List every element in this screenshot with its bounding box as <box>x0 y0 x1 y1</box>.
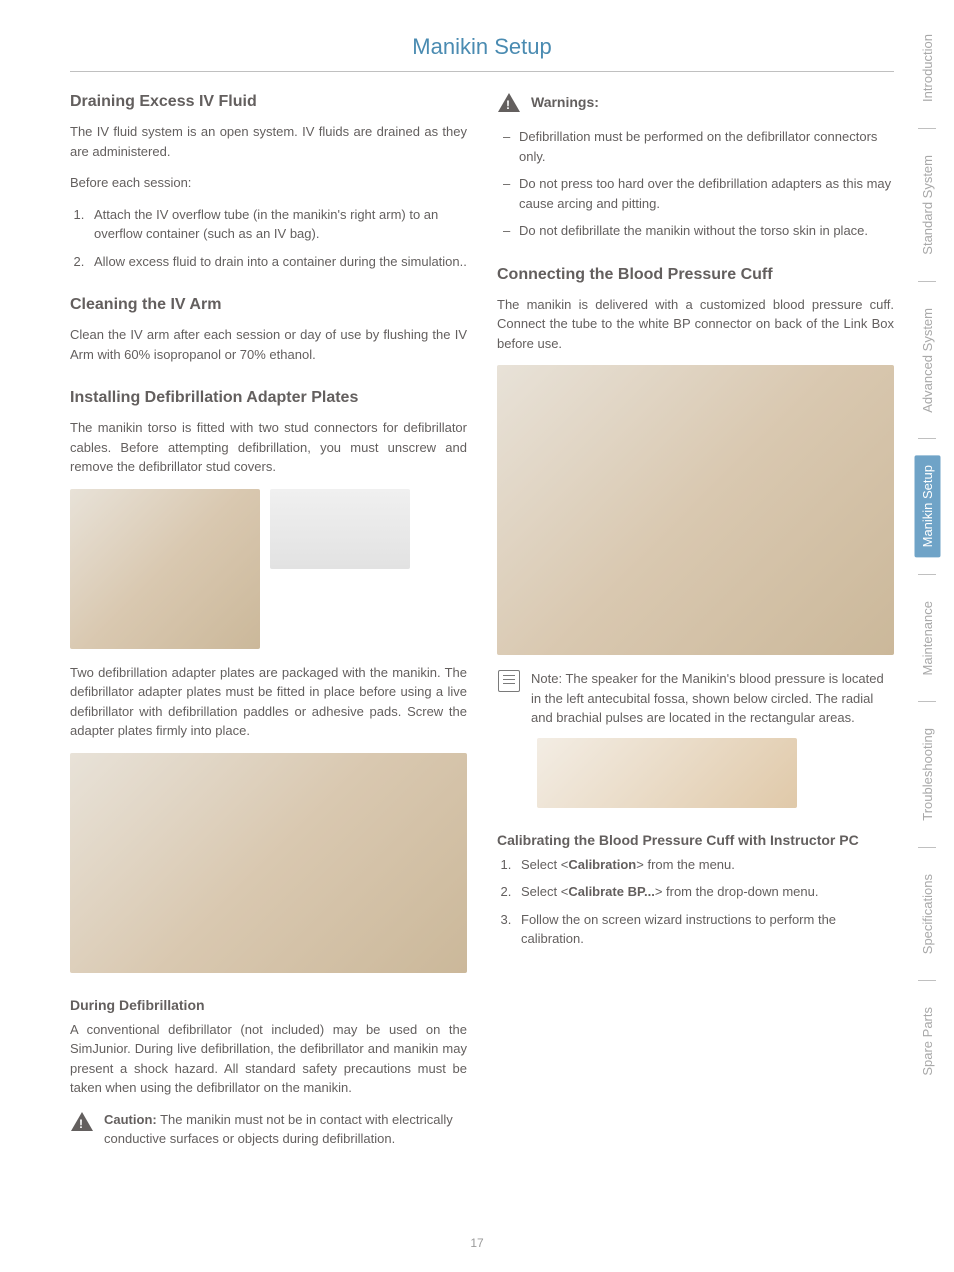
image-adapter-plates <box>270 489 410 569</box>
tab-separator <box>918 701 936 702</box>
heading-installing: Installing Defibrillation Adapter Plates <box>70 386 467 410</box>
tab-specifications[interactable]: Specifications <box>915 864 941 964</box>
tab-separator <box>918 438 936 439</box>
list-item: Do not press too hard over the defibrill… <box>497 174 894 213</box>
heading-calibrating: Calibrating the Blood Pressure Cuff with… <box>497 830 894 851</box>
tab-troubleshooting[interactable]: Troubleshooting <box>915 718 941 831</box>
warnings-list: Defibrillation must be performed on the … <box>497 127 894 241</box>
page-title: Manikin Setup <box>70 30 894 72</box>
list-item: Attach the IV overflow tube (in the mani… <box>88 205 467 244</box>
left-column: Draining Excess IV Fluid The IV fluid sy… <box>70 90 467 1171</box>
image-torso-plates-installed <box>70 753 467 973</box>
image-arm-pulses <box>537 738 797 808</box>
list-item: Do not defibrillate the manikin without … <box>497 221 894 241</box>
list-item: Select <Calibration> from the menu. <box>515 855 894 875</box>
warnings-heading-row: Warnings: <box>497 90 894 117</box>
side-nav-tabs: Introduction Standard System Advanced Sy… <box>915 24 941 1086</box>
page-number: 17 <box>0 1234 954 1252</box>
list-item: Allow excess fluid to drain into a conta… <box>88 252 467 272</box>
heading-draining: Draining Excess IV Fluid <box>70 90 467 114</box>
body-text: Before each session: <box>70 173 467 193</box>
heading-during-defib: During Defibrillation <box>70 995 467 1016</box>
ordered-list: Attach the IV overflow tube (in the mani… <box>70 205 467 272</box>
body-text: A conventional defibrillator (not includ… <box>70 1020 467 1098</box>
caution-text: Caution: The manikin must not be in cont… <box>104 1110 467 1149</box>
tab-introduction[interactable]: Introduction <box>915 24 941 112</box>
note-text: Note: The speaker for the Manikin's bloo… <box>531 669 894 728</box>
tab-separator <box>918 281 936 282</box>
body-text: The manikin is delivered with a customiz… <box>497 295 894 354</box>
list-item: Defibrillation must be performed on the … <box>497 127 894 166</box>
image-torso-studs <box>70 489 260 649</box>
heading-cleaning: Cleaning the IV Arm <box>70 293 467 317</box>
right-column: Warnings: Defibrillation must be perform… <box>497 90 894 1171</box>
list-item: Select <Calibrate BP...> from the drop-d… <box>515 882 894 902</box>
heading-warnings: Warnings: <box>531 92 599 113</box>
body-text: The manikin torso is fitted with two stu… <box>70 418 467 477</box>
tab-manikin-setup[interactable]: Manikin Setup <box>915 455 941 557</box>
heading-connecting-bp: Connecting the Blood Pressure Cuff <box>497 263 894 287</box>
body-text: Two defibrillation adapter plates are pa… <box>70 663 467 741</box>
body-text: The IV fluid system is an open system. I… <box>70 122 467 161</box>
tab-separator <box>918 847 936 848</box>
note-block: Note: The speaker for the Manikin's bloo… <box>497 669 894 728</box>
tab-maintenance[interactable]: Maintenance <box>915 591 941 685</box>
body-text: Clean the IV arm after each session or d… <box>70 325 467 364</box>
tab-separator <box>918 574 936 575</box>
caution-block: Caution: The manikin must not be in cont… <box>70 1110 467 1149</box>
warning-triangle-icon <box>497 90 521 114</box>
warning-triangle-icon <box>70 1110 94 1134</box>
list-item: Follow the on screen wizard instructions… <box>515 910 894 949</box>
tab-spare-parts[interactable]: Spare Parts <box>915 997 941 1086</box>
image-bp-cuff <box>497 365 894 655</box>
ordered-list: Select <Calibration> from the menu. Sele… <box>497 855 894 949</box>
tab-separator <box>918 980 936 981</box>
tab-separator <box>918 128 936 129</box>
note-icon <box>497 669 521 693</box>
tab-standard-system[interactable]: Standard System <box>915 145 941 265</box>
tab-advanced-system[interactable]: Advanced System <box>915 298 941 423</box>
